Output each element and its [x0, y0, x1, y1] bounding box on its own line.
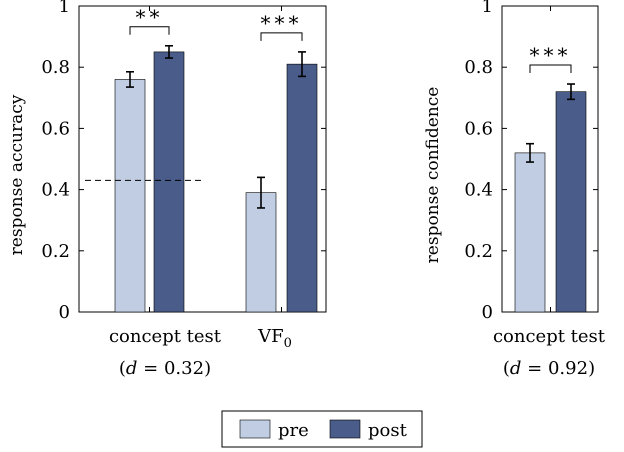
x-category-main: VF	[257, 326, 284, 347]
legend-swatch-pre	[239, 419, 271, 439]
y-tick-label: 0.4	[41, 180, 70, 201]
x-category-subscript: 0	[284, 336, 292, 351]
bar-pre-concept-test	[514, 152, 546, 313]
y-tick-label: 0.6	[41, 118, 70, 139]
significance-stars: **	[136, 5, 164, 29]
effect-size-symbol: d	[126, 358, 138, 379]
legend-label-pre: pre	[278, 420, 309, 441]
chart-panel-2: 0 0.2 0.4 0.6 0.8 1 response confidence *** conc…	[423, 0, 606, 379]
y-axis-label: response accuracy	[7, 94, 27, 255]
effect-size-value: 0.92)	[548, 358, 595, 379]
effect-size-equals: =	[521, 358, 548, 379]
effect-size-symbol: d	[510, 358, 522, 379]
y-tick-label: 0.6	[464, 118, 493, 139]
effect-size-open: (	[119, 358, 126, 379]
significance-bracket	[260, 32, 303, 41]
y-tick-label: 0.8	[464, 57, 493, 78]
bar-pre-vf0	[245, 192, 277, 313]
y-tick-label: 0.2	[464, 241, 493, 262]
bar-post-vf0	[286, 63, 318, 313]
y-tick-label: 0.4	[464, 180, 493, 201]
effect-size-value: 0.32)	[164, 358, 211, 379]
y-tick-label: 0.2	[41, 241, 70, 262]
significance-bracket	[529, 64, 572, 74]
x-category-label: concept test	[493, 326, 606, 347]
y-tick-label: 0	[482, 302, 493, 323]
effect-size-label: (d = 0.92)	[503, 358, 595, 379]
x-category-label: concept test	[109, 326, 222, 347]
legend-label-post: post	[368, 420, 408, 441]
bar-post-concept-test	[555, 91, 587, 313]
y-tick-label: 1	[59, 0, 70, 17]
legend-swatch-post	[329, 419, 361, 439]
y-tick-label: 0.8	[41, 57, 70, 78]
x-category-label: VF0	[257, 326, 292, 351]
plot-frame	[78, 5, 327, 313]
bar-post-concept-test	[153, 51, 185, 313]
effect-size-open: (	[503, 358, 510, 379]
y-tick-label: 0	[59, 302, 70, 323]
y-axis-label: response confidence	[423, 87, 443, 264]
significance-bracket	[129, 26, 170, 35]
effect-size-label: (d = 0.32)	[119, 358, 211, 379]
y-tick-label: 1	[482, 0, 493, 17]
significance-stars: ***	[530, 43, 572, 67]
legend: pre post	[221, 410, 423, 448]
effect-size-equals: =	[137, 358, 164, 379]
bar-pre-concept-test	[114, 79, 146, 313]
significance-stars: ***	[261, 11, 303, 35]
